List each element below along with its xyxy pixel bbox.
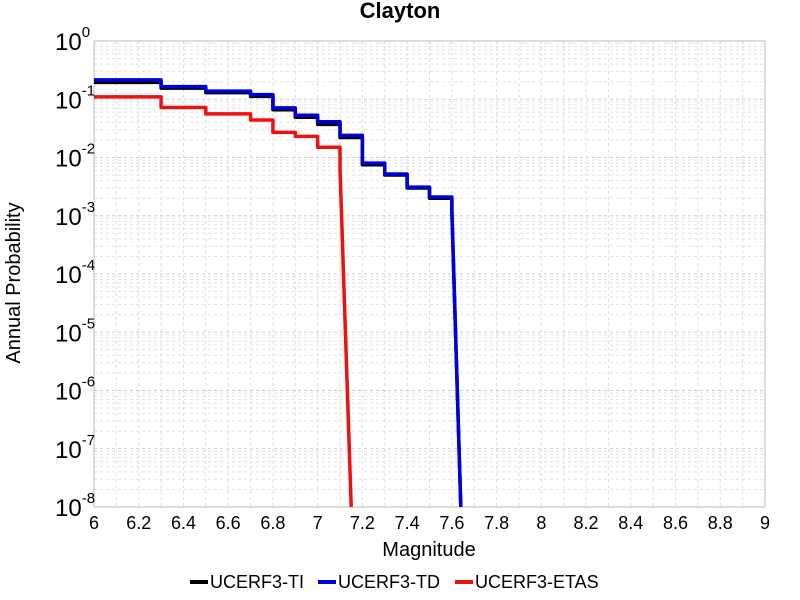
x-tick-label: 7.4	[395, 513, 420, 533]
y-tick-labels: 100 10-1 10-2 10-3 10-4 10-5 10-6 10-7 10-8	[55, 24, 95, 522]
x-tick-label: 6.4	[171, 513, 196, 533]
y-tick-label: 100	[55, 24, 90, 56]
x-tick-label: 9	[760, 513, 770, 533]
x-tick-label: 7.8	[484, 513, 509, 533]
plot-frame	[93, 40, 766, 508]
y-tick-label: 10-5	[55, 315, 95, 347]
series-line-ucerf3-td	[94, 78, 463, 508]
x-tick-label: 6.2	[126, 513, 151, 533]
y-tick-label: 10-3	[55, 199, 95, 231]
x-tick-label: 6	[89, 513, 99, 533]
y-tick-label: 10-7	[55, 432, 95, 464]
y-tick-label: 10-1	[55, 82, 95, 114]
chart-title: Clayton	[360, 0, 441, 23]
y-axis-label: Annual Probability	[3, 202, 25, 363]
legend-label: UCERF3-TD	[338, 572, 440, 592]
x-tick-label: 7.6	[439, 513, 464, 533]
legend-label: UCERF3-ETAS	[475, 572, 599, 592]
y-tick-label: 10-2	[55, 141, 95, 173]
x-axis-label: Magnitude	[382, 539, 475, 561]
series-line-ucerf3-ti	[94, 80, 463, 508]
y-tick-label: 10-6	[55, 374, 95, 406]
series-line-ucerf3-etas	[94, 95, 353, 508]
y-tick-label: 10-8	[55, 490, 95, 522]
y-tick-label: 10-4	[55, 257, 95, 289]
legend: UCERF3-TI UCERF3-TD UCERF3-ETAS	[190, 572, 599, 592]
x-tick-label: 8.6	[663, 513, 688, 533]
x-tick-label: 7.2	[350, 513, 375, 533]
x-tick-label: 8.8	[708, 513, 733, 533]
series-lines	[94, 78, 463, 508]
x-tick-label: 6.6	[216, 513, 241, 533]
x-tick-labels: 6 6.2 6.4 6.6 6.8 7 7.2 7.4 7.6 7.8 8 8.2 8.4 8.6 8.8 9	[89, 513, 770, 533]
x-tick-label: 8.4	[618, 513, 643, 533]
x-tick-label: 8	[536, 513, 546, 533]
x-tick-label: 7	[313, 513, 323, 533]
grid	[93, 40, 766, 508]
x-tick-label: 6.8	[260, 513, 285, 533]
x-tick-label: 8.2	[574, 513, 599, 533]
legend-label: UCERF3-TI	[210, 572, 304, 592]
